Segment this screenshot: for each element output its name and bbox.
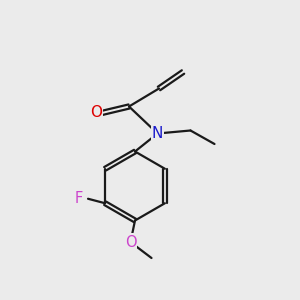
Text: F: F <box>75 191 83 206</box>
Text: O: O <box>90 105 102 120</box>
Text: N: N <box>152 126 163 141</box>
Text: O: O <box>125 235 136 250</box>
